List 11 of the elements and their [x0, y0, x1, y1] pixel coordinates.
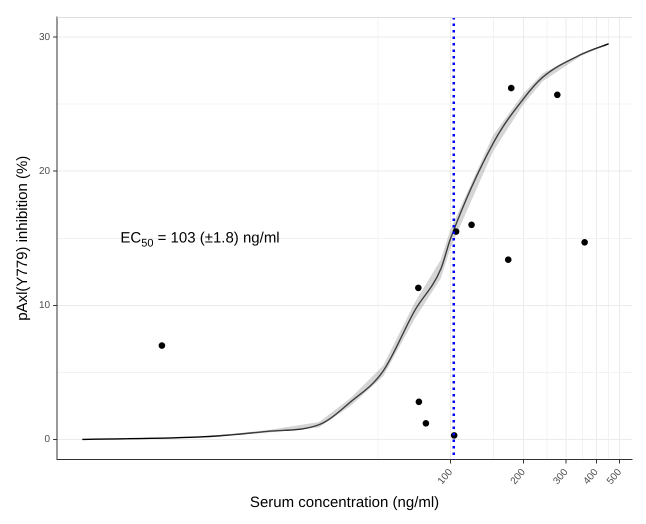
x-tick-label: 500: [604, 466, 624, 487]
x-axis-title: Serum concentration (ng/ml): [250, 494, 440, 512]
x-tick-label: 400: [582, 466, 601, 487]
y-tick-label: 20: [39, 166, 51, 177]
y-axis-title: pAxl(Y779) inhibition (%): [14, 156, 32, 321]
x-tick-label: 100: [436, 466, 456, 487]
x-tick-label: 300: [551, 466, 571, 487]
y-tick-label: 10: [39, 300, 51, 312]
y-tick-label: 0: [44, 434, 51, 446]
y-tick-label: 30: [39, 32, 51, 43]
x-tick-label: 200: [508, 466, 528, 487]
